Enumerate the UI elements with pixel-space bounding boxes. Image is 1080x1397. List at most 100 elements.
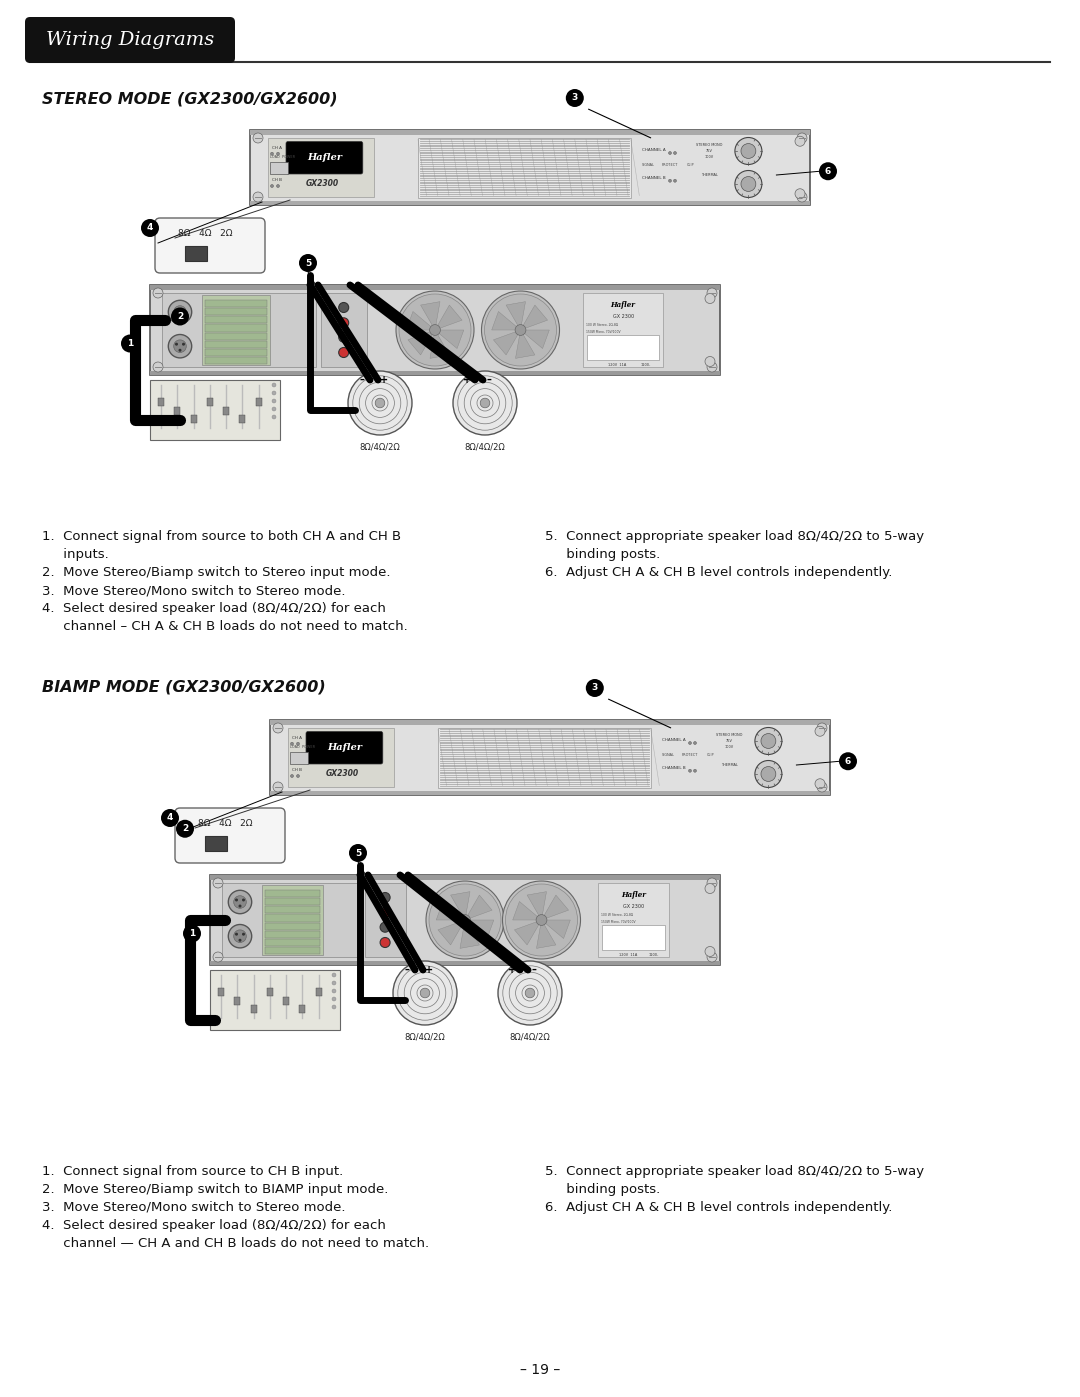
Text: CH B: CH B [292, 768, 302, 773]
Bar [321, 293, 366, 367]
Text: binding posts.: binding posts. [545, 1183, 660, 1196]
Circle shape [755, 760, 782, 788]
Polygon shape [460, 921, 480, 949]
Bar [158, 398, 164, 407]
Circle shape [380, 922, 390, 932]
Text: LOAD  POWER: LOAD POWER [270, 155, 295, 159]
Bar [205, 837, 227, 851]
Circle shape [276, 184, 280, 187]
Text: +: + [463, 374, 471, 386]
Circle shape [707, 288, 717, 298]
Text: channel – CH A & CH B loads do not need to match.: channel – CH A & CH B loads do not need … [42, 620, 408, 633]
Polygon shape [541, 895, 568, 921]
Bar [265, 898, 320, 905]
Text: 2: 2 [177, 312, 184, 321]
Bar [150, 370, 720, 374]
Bar [210, 961, 720, 965]
Circle shape [741, 176, 756, 191]
Bar [205, 356, 268, 365]
Text: 3.  Move Stereo/Mono switch to Stereo mode.: 3. Move Stereo/Mono switch to Stereo mod… [42, 1201, 346, 1214]
Polygon shape [465, 895, 492, 921]
Circle shape [741, 144, 756, 158]
Circle shape [816, 724, 827, 733]
Text: STEREO MONO: STEREO MONO [696, 144, 723, 148]
Text: 120V  11A: 120V 11A [619, 953, 637, 957]
Text: 150W Mono, 70V/100V: 150W Mono, 70V/100V [600, 919, 635, 923]
Circle shape [396, 291, 474, 369]
Circle shape [299, 254, 318, 272]
Circle shape [816, 782, 827, 792]
Bar [270, 719, 831, 725]
Bar [205, 316, 268, 324]
Text: SIGNAL: SIGNAL [642, 163, 654, 168]
Polygon shape [435, 305, 462, 330]
Bar [207, 398, 213, 407]
Circle shape [297, 742, 299, 745]
Bar [205, 332, 268, 339]
Text: STEREO MODE (GX2300/GX2600): STEREO MODE (GX2300/GX2600) [42, 92, 338, 108]
Text: 100V: 100V [704, 155, 714, 159]
Text: STEREO MONO: STEREO MONO [716, 733, 742, 738]
Circle shape [566, 89, 584, 108]
Circle shape [228, 925, 252, 949]
Circle shape [380, 937, 390, 947]
Circle shape [669, 151, 672, 155]
Circle shape [332, 1004, 336, 1009]
Text: 3: 3 [592, 683, 598, 693]
Polygon shape [491, 312, 521, 330]
Text: 8Ω/4Ω/2Ω: 8Ω/4Ω/2Ω [360, 443, 401, 453]
Text: 100 W Stereo, 2Ω-8Ω: 100 W Stereo, 2Ω-8Ω [600, 912, 633, 916]
Circle shape [178, 349, 181, 352]
Circle shape [183, 309, 185, 312]
Text: 5: 5 [305, 258, 311, 267]
Circle shape [502, 882, 581, 958]
Text: 4: 4 [147, 224, 153, 232]
Circle shape [272, 383, 276, 387]
Text: 2: 2 [181, 824, 188, 833]
Polygon shape [507, 302, 526, 330]
Circle shape [734, 137, 761, 165]
Bar [268, 138, 375, 197]
Circle shape [429, 884, 501, 956]
Text: 8Ω   4Ω   2Ω: 8Ω 4Ω 2Ω [178, 229, 232, 237]
Circle shape [348, 372, 411, 434]
Text: CHANNEL A: CHANNEL A [642, 148, 665, 152]
Text: –: – [405, 965, 409, 975]
Bar [202, 295, 270, 365]
Circle shape [839, 752, 858, 770]
Circle shape [175, 342, 178, 345]
Text: 3.  Move Stereo/Mono switch to Stereo mode.: 3. Move Stereo/Mono switch to Stereo mod… [42, 584, 346, 597]
Circle shape [332, 989, 336, 993]
Text: 6: 6 [845, 757, 851, 766]
Bar [174, 407, 180, 415]
Circle shape [332, 997, 336, 1002]
Circle shape [233, 930, 246, 943]
Circle shape [705, 293, 715, 303]
Text: GX 2300: GX 2300 [612, 314, 634, 319]
Bar [270, 791, 831, 795]
Circle shape [755, 728, 782, 754]
Circle shape [707, 877, 717, 888]
Circle shape [233, 895, 246, 908]
Bar [162, 293, 315, 367]
Text: CH A: CH A [272, 145, 282, 149]
Circle shape [536, 915, 546, 925]
Circle shape [420, 988, 430, 997]
Polygon shape [521, 305, 548, 330]
Text: PROTECT: PROTECT [681, 753, 699, 757]
Bar [150, 285, 720, 289]
Circle shape [693, 742, 697, 745]
Circle shape [585, 679, 604, 697]
Polygon shape [420, 302, 440, 330]
Circle shape [161, 809, 179, 827]
Circle shape [705, 883, 715, 894]
Circle shape [705, 356, 715, 366]
Bar [205, 309, 268, 316]
Circle shape [375, 398, 384, 408]
Circle shape [525, 988, 535, 997]
Circle shape [815, 726, 825, 736]
Circle shape [213, 951, 222, 963]
Polygon shape [541, 921, 570, 939]
Text: 1100-: 1100- [640, 363, 651, 367]
Circle shape [272, 391, 276, 395]
